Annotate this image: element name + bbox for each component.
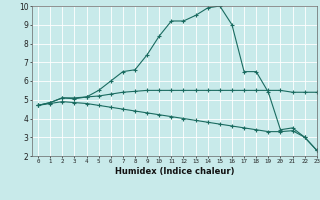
X-axis label: Humidex (Indice chaleur): Humidex (Indice chaleur) (115, 167, 234, 176)
